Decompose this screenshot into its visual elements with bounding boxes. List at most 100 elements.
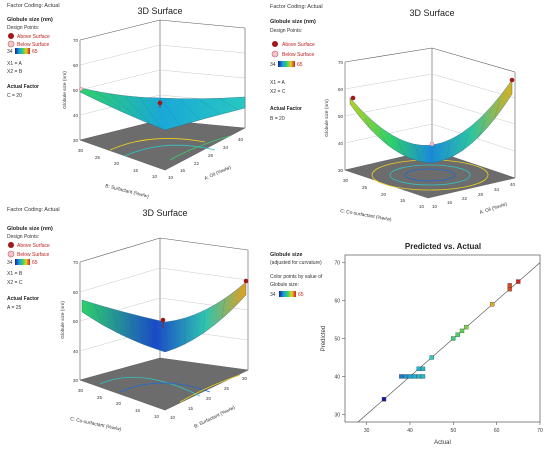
left-tick: 10 bbox=[419, 204, 425, 209]
actual-factor-value: A = 25 bbox=[7, 305, 22, 311]
right-tick: 34 bbox=[494, 187, 500, 192]
right-tick: 16 bbox=[180, 168, 186, 173]
response-label: Globule size bbox=[270, 252, 302, 258]
color-note: Color points by value of bbox=[270, 274, 323, 280]
left-tick: 30 bbox=[78, 148, 84, 153]
design-points-label: Design Points: bbox=[7, 234, 39, 240]
left-tick: 25 bbox=[95, 155, 101, 160]
above-surface-marker-icon bbox=[8, 33, 14, 39]
right-axis-ticks: 10 16 22 28 34 40 bbox=[432, 182, 516, 209]
x1-label: X1 = A bbox=[270, 80, 286, 86]
right-tick: 40 bbox=[238, 137, 244, 142]
left-tick: 10 bbox=[154, 414, 160, 419]
left-tick: 30 bbox=[78, 388, 84, 393]
below-surface-label: Below Surface bbox=[282, 52, 314, 58]
design-point-marker bbox=[350, 95, 356, 101]
actual-factor-value: C = 20 bbox=[7, 93, 22, 99]
x-tick-label: 40 bbox=[407, 428, 413, 434]
left-axis-ticks: 30 25 20 15 10 bbox=[78, 388, 160, 419]
left-axis-ticks: 30 25 20 15 10 bbox=[343, 178, 425, 209]
scale-max: 65 bbox=[32, 49, 38, 55]
right-tick: 40 bbox=[510, 182, 516, 187]
design-point-marker bbox=[509, 77, 515, 83]
z-tick: 70 bbox=[338, 60, 344, 65]
left-tick: 25 bbox=[362, 185, 368, 190]
response-label: Globule size (nm) bbox=[270, 19, 316, 25]
chart-title: Predicted vs. Actual bbox=[405, 242, 481, 251]
above-surface-label: Above Surface bbox=[282, 42, 315, 48]
y-axis-ticks: 30 40 50 60 70 bbox=[334, 261, 345, 418]
x2-label: X2 = C bbox=[7, 280, 23, 286]
floor-contour bbox=[109, 138, 206, 151]
response-surface bbox=[79, 87, 246, 131]
x-tick-label: 50 bbox=[451, 428, 457, 434]
design-point-marker bbox=[160, 317, 166, 323]
color-scale-bar bbox=[279, 291, 296, 297]
panel-title: 3D Surface bbox=[409, 8, 454, 18]
right-tick: 30 bbox=[242, 376, 248, 381]
x-tick-label: 60 bbox=[494, 428, 500, 434]
data-point bbox=[516, 279, 521, 284]
actual-factor-label: Actual Factor bbox=[7, 84, 39, 90]
z-tick: 40 bbox=[73, 113, 79, 118]
z-tick: 40 bbox=[338, 141, 344, 146]
right-tick: 20 bbox=[206, 396, 212, 401]
z-axis-label: Globule size (nm) bbox=[60, 301, 66, 339]
data-point bbox=[420, 366, 426, 372]
right-tick: 15 bbox=[188, 406, 194, 411]
below-surface-marker-icon bbox=[7, 40, 15, 48]
data-point bbox=[416, 366, 421, 372]
scale-min: 34 bbox=[270, 292, 276, 298]
data-point bbox=[490, 302, 495, 307]
color-scale-bar bbox=[15, 259, 30, 265]
floor-contour bbox=[99, 376, 201, 397]
below-surface-label: Below Surface bbox=[17, 42, 49, 48]
left-axis-label: C: Co-surfactant (%w/w) bbox=[70, 416, 122, 433]
right-axis-label: A: Oil (%w/w) bbox=[479, 201, 509, 216]
factor-coding-label: Factor Coding: Actual bbox=[7, 207, 60, 213]
scale-min: 34 bbox=[270, 62, 276, 68]
surface-mesh bbox=[364, 99, 501, 163]
panel-d: Globule size (adjusted for curvature) Co… bbox=[270, 242, 543, 446]
floor-contour bbox=[169, 135, 231, 161]
data-point bbox=[416, 374, 421, 379]
x-axis-ticks: 30 40 50 60 70 bbox=[364, 422, 543, 434]
z-tick: 50 bbox=[73, 88, 79, 93]
z-axis-ticks: 30 40 50 60 70 bbox=[73, 260, 79, 383]
left-tick: 15 bbox=[133, 168, 139, 173]
right-tick: 28 bbox=[478, 192, 484, 197]
scale-min: 34 bbox=[7, 49, 13, 55]
below-surface-label: Below Surface bbox=[17, 252, 49, 258]
floor-plane bbox=[80, 358, 248, 410]
above-surface-marker-icon bbox=[8, 242, 14, 248]
z-tick: 30 bbox=[73, 378, 79, 383]
right-axis-ticks: 10 16 22 28 34 40 bbox=[168, 137, 244, 180]
left-tick: 15 bbox=[135, 408, 141, 413]
right-axis-label: A: Oil (%w/w) bbox=[203, 164, 232, 181]
right-tick: 22 bbox=[194, 161, 200, 166]
z-axis-ticks: 30 40 50 60 70 bbox=[338, 60, 344, 173]
response-label: Globule size (nm) bbox=[7, 17, 53, 23]
above-surface-label: Above Surface bbox=[17, 34, 50, 40]
y-tick-label: 70 bbox=[334, 261, 340, 267]
z-axis-ticks: 30 40 50 60 70 bbox=[73, 38, 79, 143]
x1-label: X1 = A bbox=[7, 61, 23, 67]
data-points bbox=[381, 279, 521, 402]
design-point-marker bbox=[157, 100, 163, 106]
color-note: Globule size: bbox=[270, 282, 299, 288]
floor-contour bbox=[124, 144, 216, 157]
color-scale-bar bbox=[278, 61, 295, 67]
z-tick: 60 bbox=[73, 63, 79, 68]
z-tick: 50 bbox=[338, 114, 344, 119]
y-tick-label: 40 bbox=[334, 374, 340, 380]
floor-plane bbox=[345, 150, 515, 198]
data-point bbox=[429, 355, 434, 360]
z-axis-label: Globule size (nm) bbox=[324, 99, 330, 137]
data-point bbox=[407, 374, 413, 379]
data-point bbox=[464, 324, 469, 330]
left-tick: 20 bbox=[381, 192, 387, 197]
above-surface-marker-icon bbox=[272, 41, 278, 47]
left-axis-label: C: Co-surfactant (%w/w) bbox=[340, 208, 393, 223]
floor-contour bbox=[119, 382, 211, 393]
